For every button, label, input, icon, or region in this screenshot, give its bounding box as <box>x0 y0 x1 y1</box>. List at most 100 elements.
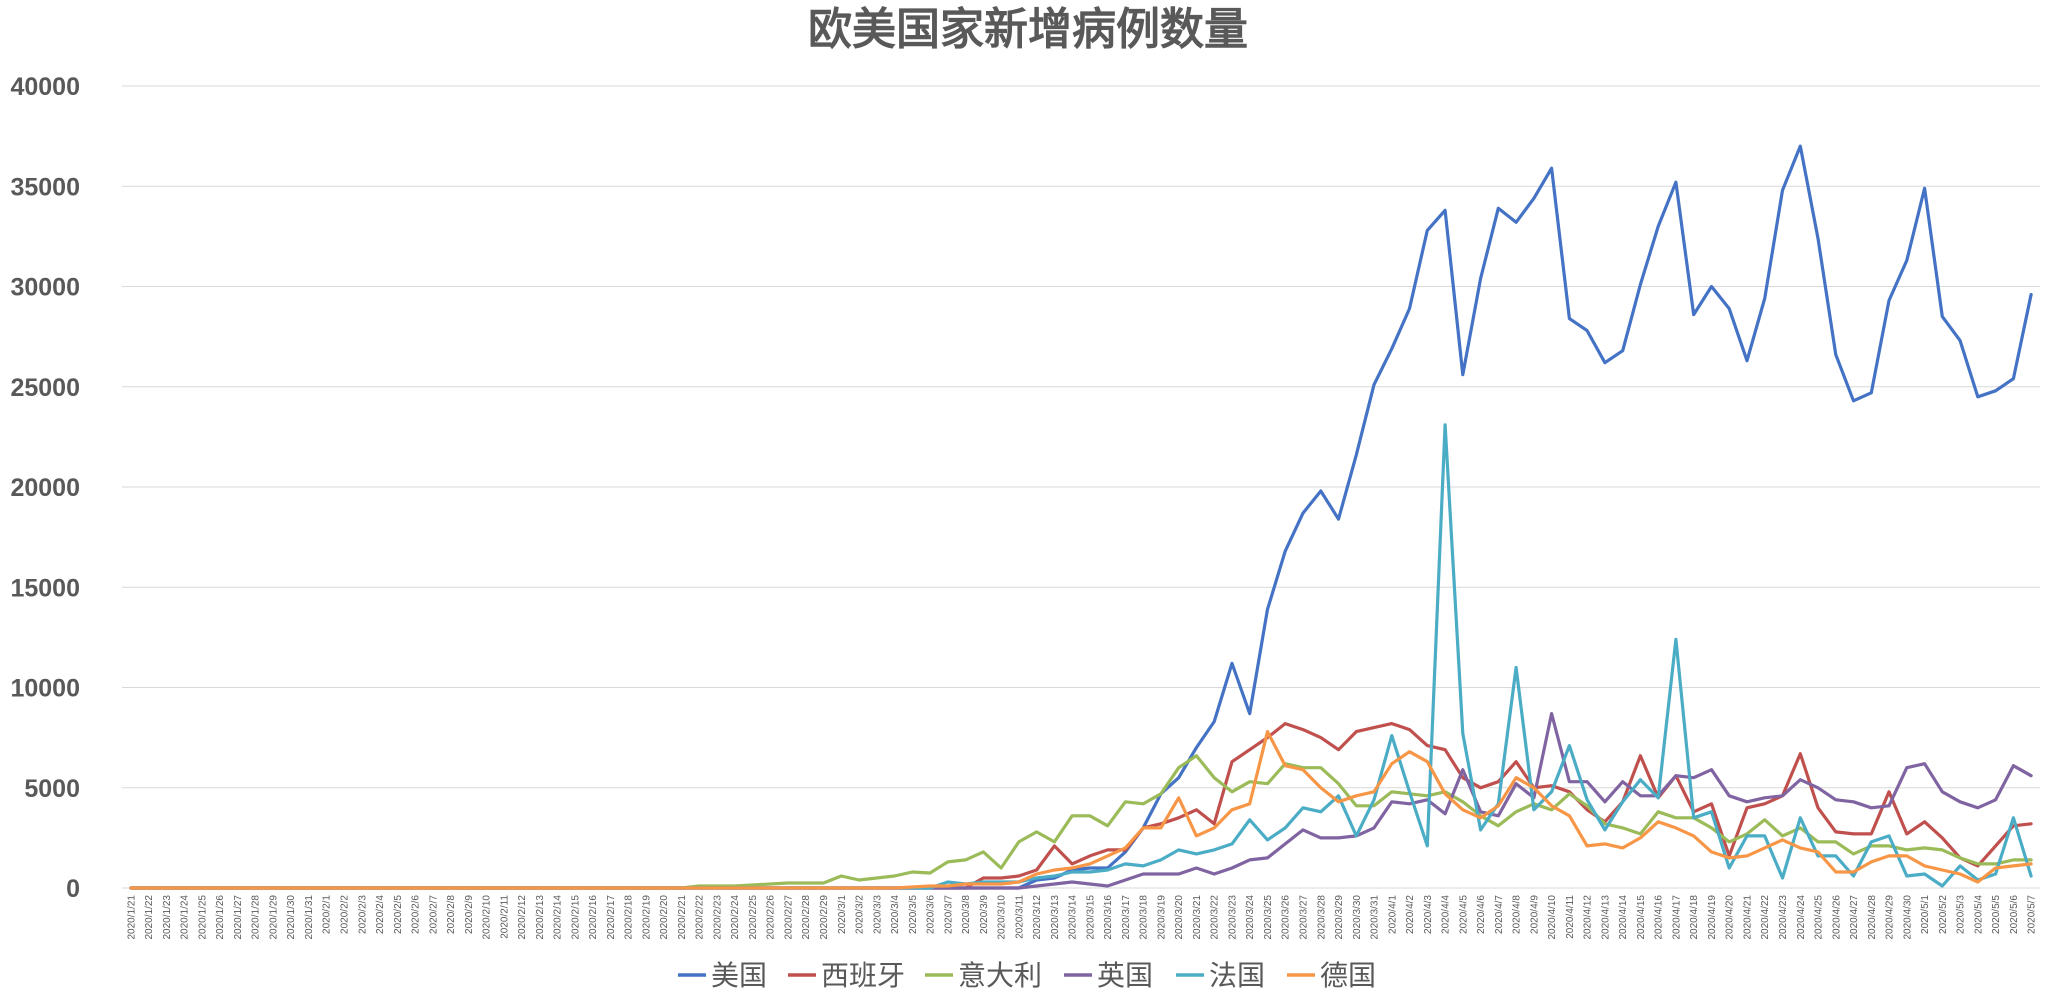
x-tick-label: 2020/4/26 <box>1831 895 1842 940</box>
x-tick-label: 2020/3/7 <box>943 895 954 934</box>
x-tick-label: 2020/2/22 <box>695 895 706 940</box>
chart-title: 欧美国家新增病例数量 <box>808 4 1248 55</box>
x-tick-label: 2020/2/2 <box>339 895 350 934</box>
x-tick-label: 2020/4/13 <box>1600 895 1611 940</box>
legend-label-5: 德国 <box>1320 959 1376 992</box>
x-tick-label: 2020/4/1 <box>1387 895 1398 934</box>
x-tick-label: 2020/3/21 <box>1192 895 1203 940</box>
x-tick-label: 2020/3/16 <box>1103 895 1114 940</box>
x-tick-label: 2020/2/26 <box>766 895 777 940</box>
legend-label-2: 意大利 <box>958 959 1042 992</box>
y-tick-label: 15000 <box>10 574 80 602</box>
x-tick-label: 2020/2/29 <box>819 895 830 940</box>
x-tick-label: 2020/1/30 <box>286 895 297 940</box>
x-tick-label: 2020/3/31 <box>1370 895 1381 940</box>
x-tick-label: 2020/1/31 <box>304 895 315 940</box>
legend-label-4: 法国 <box>1209 959 1265 992</box>
x-tick-label: 2020/3/15 <box>1085 895 1096 940</box>
x-tick-label: 2020/4/30 <box>1902 895 1913 940</box>
x-tick-label: 2020/3/10 <box>997 895 1008 940</box>
x-tick-label: 2020/4/21 <box>1742 895 1753 940</box>
x-tick-label: 2020/3/8 <box>961 895 972 934</box>
x-tick-label: 2020/2/16 <box>588 895 599 940</box>
x-tick-label: 2020/2/4 <box>375 895 386 934</box>
x-tick-label: 2020/3/24 <box>1245 895 1256 940</box>
x-tick-label: 2020/3/18 <box>1139 895 1150 940</box>
x-tick-label: 2020/3/23 <box>1227 895 1238 940</box>
legend: 美国 西班牙 意大利 英国 法国 德国 <box>678 959 1376 992</box>
series-line-0 <box>129 144 2033 890</box>
x-tick-label: 2020/2/21 <box>677 895 688 940</box>
x-tick-label: 2020/4/17 <box>1671 895 1682 940</box>
x-tick-label: 2020/3/13 <box>1050 895 1061 940</box>
x-tick-label: 2020/3/14 <box>1068 895 1079 940</box>
x-tick-label: 2020/2/25 <box>748 895 759 940</box>
y-tick-label: 5000 <box>24 775 80 803</box>
x-tick-label: 2020/1/21 <box>126 895 137 940</box>
x-tick-label: 2020/2/15 <box>570 895 581 940</box>
x-tick-label: 2020/4/19 <box>1707 895 1718 940</box>
x-tick-label: 2020/2/19 <box>641 895 652 940</box>
x-tick-label: 2020/3/1 <box>837 895 848 934</box>
x-tick-label: 2020/4/2 <box>1405 895 1416 934</box>
y-tick-label: 40000 <box>10 73 80 101</box>
x-tick-label: 2020/3/28 <box>1316 895 1327 940</box>
x-tick-label: 2020/3/4 <box>890 895 901 934</box>
x-tick-label: 2020/5/3 <box>1956 895 1967 934</box>
series-lines <box>129 144 2033 890</box>
x-tick-label: 2020/4/28 <box>1867 895 1878 940</box>
x-tick-label: 2020/4/10 <box>1547 895 1558 940</box>
x-tick-label: 2020/4/11 <box>1565 895 1576 939</box>
x-tick-label: 2020/2/28 <box>801 895 812 940</box>
series-line-1 <box>129 721 2033 890</box>
gridlines <box>122 85 2040 889</box>
series-line-3 <box>129 711 2033 890</box>
x-tick-label: 2020/2/13 <box>535 895 546 940</box>
x-tick-label: 2020/4/25 <box>1814 895 1825 940</box>
x-tick-label: 2020/2/17 <box>606 895 617 940</box>
x-tick-label: 2020/2/11 <box>499 895 510 939</box>
x-tick-label: 2020/3/25 <box>1263 895 1274 940</box>
x-tick-label: 2020/3/30 <box>1352 895 1363 940</box>
x-tick-label: 2020/2/1 <box>322 895 333 934</box>
x-tick-label: 2020/1/27 <box>233 895 244 940</box>
x-tick-label: 2020/3/20 <box>1174 895 1185 940</box>
x-tick-label: 2020/3/2 <box>855 895 866 934</box>
x-tick-label: 2020/5/7 <box>2027 895 2038 934</box>
x-tick-label: 2020/3/3 <box>872 895 883 934</box>
legend-label-0: 美国 <box>711 959 767 992</box>
x-tick-label: 2020/2/9 <box>464 895 475 934</box>
x-tick-label: 2020/4/23 <box>1778 895 1789 940</box>
legend-label-3: 英国 <box>1097 959 1153 992</box>
x-tick-label: 2020/5/2 <box>1938 895 1949 934</box>
x-tick-label: 2020/1/23 <box>162 895 173 940</box>
x-tick-label: 2020/2/20 <box>659 895 670 940</box>
x-tick-label: 2020/2/10 <box>482 895 493 940</box>
y-tick-label: 35000 <box>10 173 80 201</box>
x-tick-label: 2020/2/23 <box>712 895 723 940</box>
x-tick-label: 2020/2/3 <box>357 895 368 934</box>
x-tick-label: 2020/4/9 <box>1529 895 1540 934</box>
x-tick-label: 2020/3/5 <box>908 895 919 934</box>
x-tick-label: 2020/3/12 <box>1032 895 1043 940</box>
x-tick-label: 2020/3/17 <box>1121 895 1132 940</box>
x-tick-label: 2020/4/20 <box>1725 895 1736 940</box>
series-line-4 <box>129 423 2033 890</box>
x-tick-label: 2020/4/7 <box>1494 895 1505 934</box>
x-tick-label: 2020/4/6 <box>1476 895 1487 934</box>
x-tick-label: 2020/2/8 <box>446 895 457 934</box>
x-tick-label: 2020/1/25 <box>197 895 208 940</box>
x-tick-label: 2020/1/24 <box>180 895 191 940</box>
x-tick-label: 2020/3/29 <box>1334 895 1345 940</box>
x-tick-label: 2020/4/15 <box>1636 895 1647 940</box>
x-tick-label: 2020/1/29 <box>268 895 279 940</box>
x-tick-label: 2020/5/5 <box>1991 895 2002 934</box>
x-tick-label: 2020/4/8 <box>1512 895 1523 934</box>
x-tick-label: 2020/1/22 <box>144 895 155 940</box>
x-tick-label: 2020/1/26 <box>215 895 226 940</box>
x-tick-label: 2020/5/6 <box>2009 895 2020 934</box>
x-tick-label: 2020/1/28 <box>251 895 262 940</box>
x-tick-label: 2020/4/14 <box>1618 895 1629 940</box>
x-tick-label: 2020/5/1 <box>1920 895 1931 934</box>
